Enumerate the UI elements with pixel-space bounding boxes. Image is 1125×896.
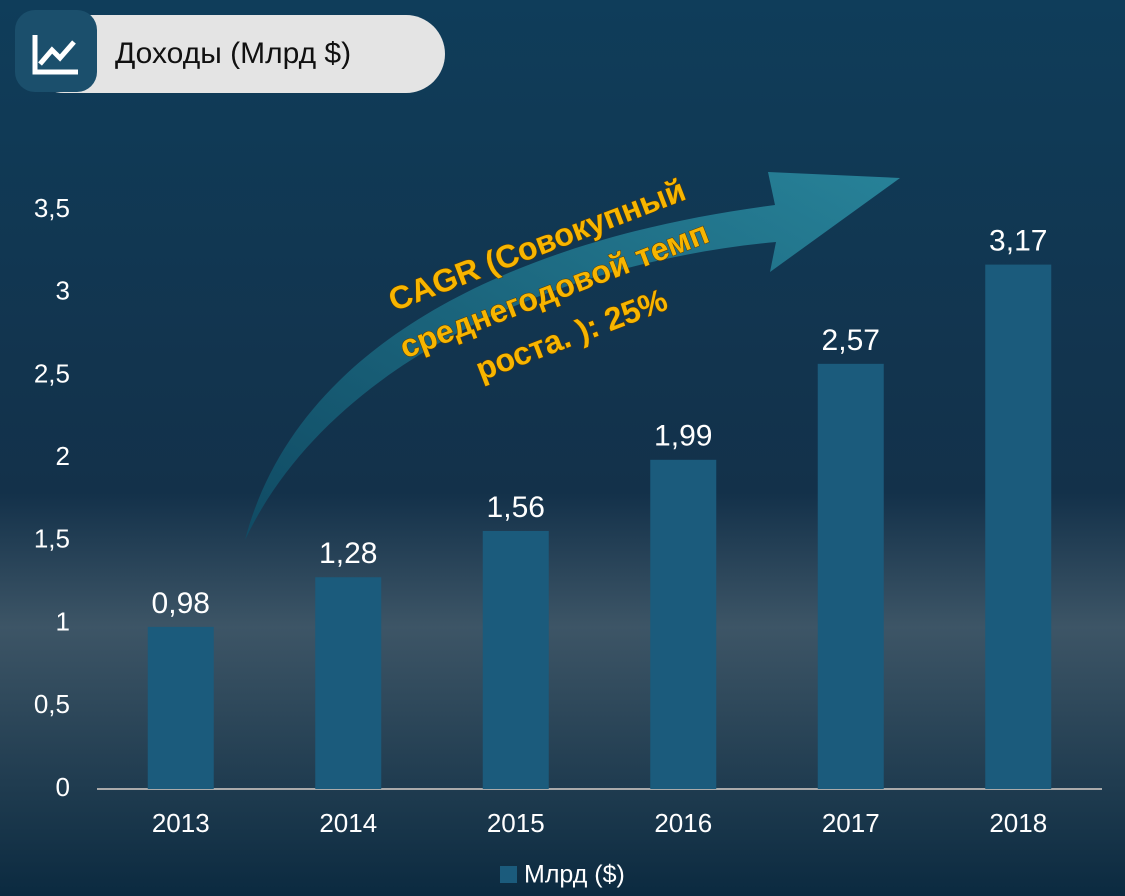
x-tick-label: 2016	[654, 808, 712, 838]
y-tick-label: 3,5	[34, 193, 70, 223]
value-label: 1,28	[319, 537, 377, 570]
legend-label: Млрд ($)	[524, 861, 625, 889]
bar	[148, 627, 214, 789]
x-tick-label: 2013	[152, 808, 210, 838]
y-tick-label: 2	[56, 441, 70, 471]
y-tick-label: 0,5	[34, 689, 70, 719]
value-label: 1,56	[487, 491, 545, 524]
y-tick-label: 0	[56, 772, 70, 802]
x-tick-label: 2018	[989, 808, 1047, 838]
value-label: 2,57	[822, 324, 880, 357]
chart: Доходы (Млрд $) CAGR (Совокупныйсреднего…	[0, 0, 1125, 896]
y-tick-label: 1,5	[34, 524, 70, 554]
bar	[650, 460, 716, 789]
x-tick-label: 2014	[319, 808, 377, 838]
value-label: 0,98	[152, 587, 210, 620]
y-tick-label: 2,5	[34, 358, 70, 388]
y-tick-label: 1	[56, 606, 70, 636]
y-tick-label: 3	[56, 276, 70, 306]
value-label: 3,17	[989, 225, 1047, 258]
bar	[985, 265, 1051, 789]
x-tick-label: 2017	[822, 808, 880, 838]
value-label: 1,99	[654, 420, 712, 453]
bar	[818, 364, 884, 789]
legend-swatch	[500, 866, 517, 883]
bar	[483, 531, 549, 789]
chart-title: Доходы (Млрд $)	[115, 37, 351, 70]
bar	[315, 577, 381, 789]
x-tick-label: 2015	[487, 808, 545, 838]
